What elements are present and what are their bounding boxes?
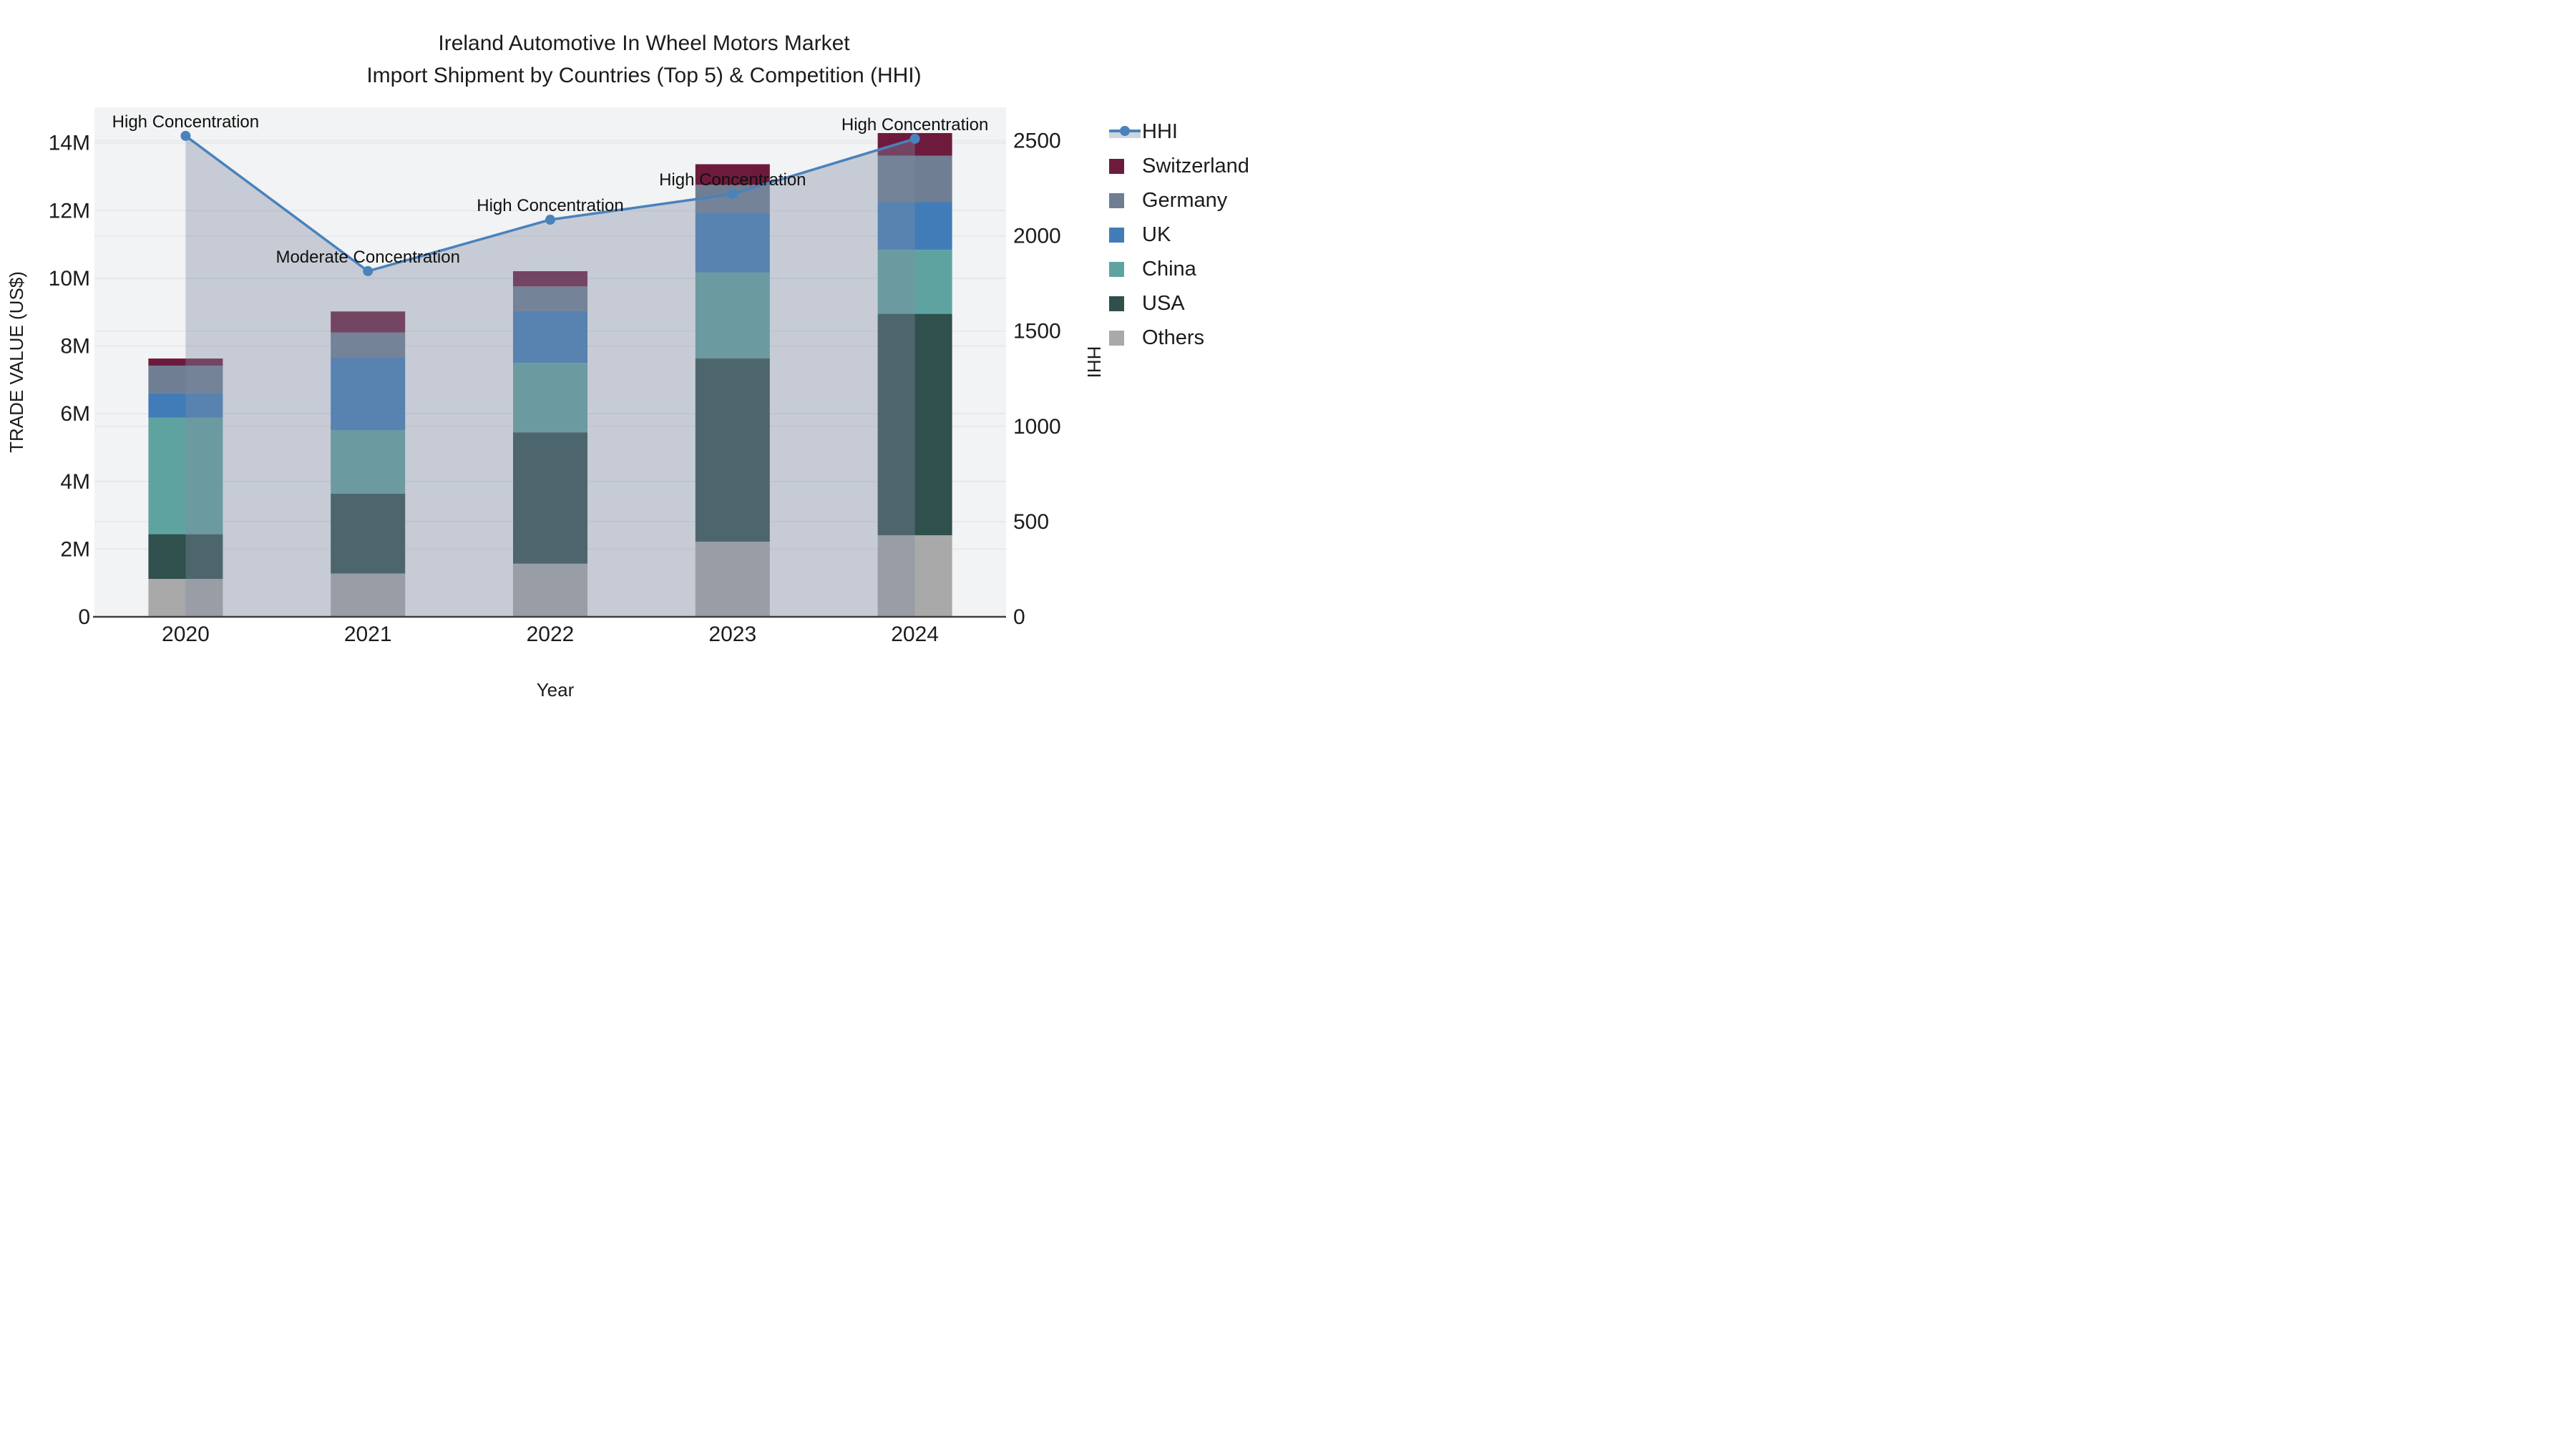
legend-label: USA xyxy=(1142,291,1185,315)
bar-segment-usa-2022 xyxy=(513,432,587,564)
bar-segment-others-2022 xyxy=(513,563,587,617)
legend-item-others[interactable]: Others xyxy=(1109,321,1249,355)
color-swatch-icon xyxy=(1109,158,1139,174)
y-right-tick-label: 2000 xyxy=(1013,225,1061,248)
y-right-tick-label: 0 xyxy=(1013,605,1025,629)
y-left-axis-title: TRADE VALUE (US$) xyxy=(6,271,27,453)
bar-segment-switzerland-2021 xyxy=(331,311,406,333)
bar-segment-china-2021 xyxy=(331,430,406,494)
hhi-marker-2020 xyxy=(180,130,191,141)
chart-figure: Ireland Automotive In Wheel Motors Marke… xyxy=(0,0,1288,724)
legend-label: HHI xyxy=(1142,119,1178,143)
legend-item-switzerland[interactable]: Switzerland xyxy=(1109,149,1249,183)
legend-label: Germany xyxy=(1142,188,1228,212)
x-tick-label: 2023 xyxy=(708,623,756,646)
plot-area: 0 2M 4M 6M 8M 10M 12M 14M 0 500 1000 1500 2000 2500 20… xyxy=(6,107,1105,701)
bar-segment-germany-2024 xyxy=(877,155,952,203)
chart-title-line2: Import Shipment by Countries (Top 5) & C… xyxy=(366,64,922,87)
legend-label: Switzerland xyxy=(1142,154,1249,177)
bar-segment-china-2023 xyxy=(695,272,770,359)
x-tick-label: 2022 xyxy=(527,623,575,646)
y-left-tick-label: 2M xyxy=(60,537,90,561)
hhi-marker-2023 xyxy=(727,189,738,200)
y-right-tick-label: 1500 xyxy=(1013,320,1061,343)
bar-segment-uk-2024 xyxy=(877,202,952,250)
y-left-tick-label: 0 xyxy=(78,605,90,629)
chart-title-line1: Ireland Automotive In Wheel Motors Marke… xyxy=(438,31,850,55)
bar-segment-usa-2023 xyxy=(695,358,770,542)
color-swatch-icon xyxy=(1109,296,1139,311)
y-right-axis-title: HHI xyxy=(1083,346,1105,379)
legend-item-germany[interactable]: Germany xyxy=(1109,183,1249,218)
annotation-2021: Moderate Concentration xyxy=(275,248,459,267)
color-swatch-icon xyxy=(1109,227,1139,243)
annotation-2022: High Concentration xyxy=(477,196,623,215)
bar-segment-switzerland-2023 xyxy=(695,164,770,185)
bar-segment-germany-2021 xyxy=(331,332,406,358)
x-axis-title: Year xyxy=(537,679,575,701)
bar-segment-switzerland-2020 xyxy=(148,358,223,366)
y-left-tick-label: 14M xyxy=(49,132,90,155)
color-swatch-icon xyxy=(1109,261,1139,277)
legend-item-china[interactable]: China xyxy=(1109,252,1249,286)
annotation-2020: High Concentration xyxy=(112,112,259,132)
bar-segment-china-2024 xyxy=(877,250,952,314)
y-left-tick-label: 6M xyxy=(60,402,90,426)
bar-segment-usa-2020 xyxy=(148,534,223,580)
bar-segment-switzerland-2022 xyxy=(513,270,587,287)
hhi-marker-2022 xyxy=(545,215,555,225)
y-right-tick-label: 500 xyxy=(1013,510,1049,534)
x-tick-label: 2021 xyxy=(344,623,392,646)
bar-segment-germany-2020 xyxy=(148,365,223,394)
y-left-tick-label: 4M xyxy=(60,470,90,494)
legend-item-usa[interactable]: USA xyxy=(1109,286,1249,321)
chart-title: Ireland Automotive In Wheel Motors Marke… xyxy=(0,27,1288,92)
x-tick-label: 2020 xyxy=(162,623,210,646)
color-swatch-icon xyxy=(1109,192,1139,208)
bar-segment-germany-2022 xyxy=(513,286,587,311)
bar-segment-others-2020 xyxy=(148,579,223,617)
y-left-tick-label: 8M xyxy=(60,335,90,358)
bar-segment-uk-2022 xyxy=(513,311,587,364)
legend-label: UK xyxy=(1142,223,1171,246)
hhi-marker-2021 xyxy=(363,265,374,276)
bar-segment-others-2021 xyxy=(331,573,406,617)
bar-segment-others-2024 xyxy=(877,535,952,617)
bar-segment-uk-2020 xyxy=(148,393,223,418)
legend-label: China xyxy=(1142,257,1196,280)
hhi-marker-2024 xyxy=(909,133,920,144)
annotation-2023: High Concentration xyxy=(659,170,806,190)
hhi-line-marker-icon xyxy=(1109,124,1141,140)
y-left-tick-label: 10M xyxy=(49,267,90,291)
x-tick-label: 2024 xyxy=(891,623,939,646)
hhi-area-fill xyxy=(185,135,915,617)
bar-segment-uk-2023 xyxy=(695,213,770,273)
y-right-tick-label: 1000 xyxy=(1013,415,1061,439)
color-swatch-icon xyxy=(1109,330,1139,346)
y-right-tick-label: 2500 xyxy=(1013,130,1061,153)
legend-item-hhi[interactable]: HHI xyxy=(1109,114,1249,149)
legend-label: Others xyxy=(1142,326,1205,349)
y-left-tick-label: 12M xyxy=(49,199,90,223)
annotation-2024: High Concentration xyxy=(841,115,988,135)
bar-segment-usa-2021 xyxy=(331,493,406,574)
legend: HHI Switzerland Germany UK China USA Others xyxy=(1109,114,1249,355)
bar-segment-china-2022 xyxy=(513,363,587,433)
bar-segment-uk-2021 xyxy=(331,357,406,431)
bar-segment-usa-2024 xyxy=(877,313,952,535)
legend-item-uk[interactable]: UK xyxy=(1109,218,1249,252)
bar-segment-china-2020 xyxy=(148,417,223,535)
bar-segment-others-2023 xyxy=(695,541,770,617)
